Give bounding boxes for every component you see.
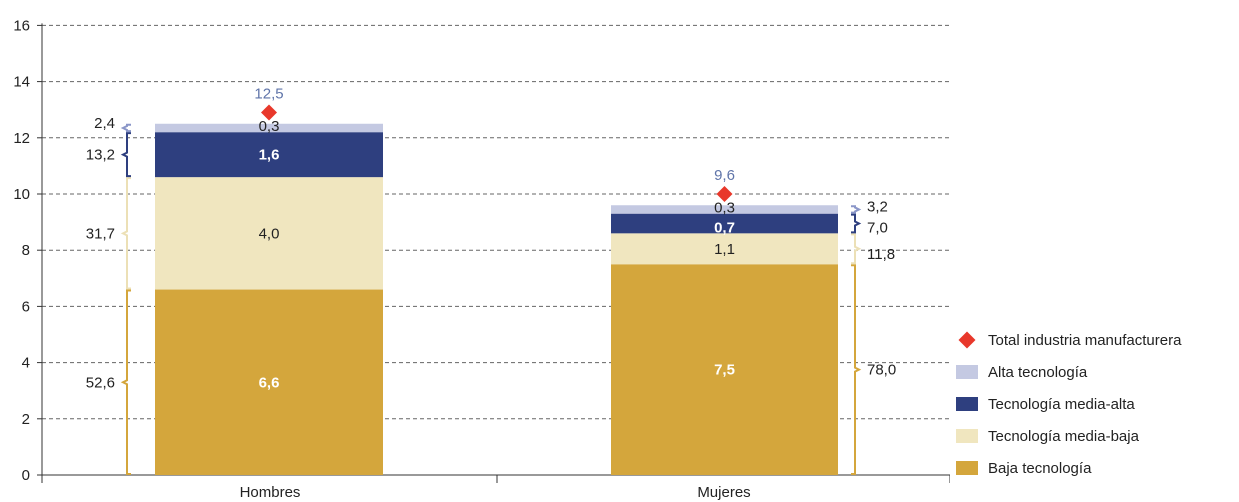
y-tick-label: 8 <box>22 242 30 259</box>
share-bracket-media_baja <box>851 233 862 265</box>
bar-segment-baja <box>155 289 383 475</box>
total-marker <box>261 104 277 121</box>
share-label-alta: 3,2 <box>867 198 888 215</box>
legend-swatch-alta <box>956 365 978 379</box>
share-brackets <box>120 123 862 475</box>
share-label-media_alta: 7,0 <box>867 220 888 237</box>
bars <box>155 123 838 475</box>
share-label-baja: 78,0 <box>867 362 896 379</box>
data-label-baja: 7,5 <box>714 362 735 379</box>
legend-label-media-baja: Tecnología media-baja <box>988 427 1139 445</box>
share-bracket-media_alta <box>851 213 862 234</box>
share-label-baja: 52,6 <box>86 374 115 391</box>
share-bracket-media_alta <box>120 132 131 178</box>
stacked-bar-chart: 0 2 4 6 8 10 12 14 16 Hombres Mujeres 6,6 4,0 1,6 0,3… <box>13 17 950 501</box>
data-labels: 6,6 4,0 1,6 0,3 7,5 1,1 0,7 0,3 12,5 9,6 52,6 31,7 1… <box>86 86 896 392</box>
bar-segment-alta <box>155 123 383 133</box>
data-label-media_baja: 4,0 <box>259 225 280 242</box>
y-tick-label: 2 <box>22 411 30 428</box>
bar-segment-baja <box>611 264 838 475</box>
bar-segment-alta <box>611 205 838 214</box>
share-bracket-alta <box>851 205 862 214</box>
total-label: 12,5 <box>254 86 283 103</box>
y-tick-label: 0 <box>22 467 30 484</box>
legend-label-total: Total industria manufacturera <box>988 331 1182 349</box>
legend-label-alta: Alta tecnología <box>988 363 1088 381</box>
legend-label-media-alta: Tecnología media-alta <box>988 395 1135 413</box>
legend-item-media-alta: Tecnología media-alta <box>956 394 1135 414</box>
bar-segment-media_alta <box>611 213 838 234</box>
x-tick-label: Mujeres <box>697 484 750 501</box>
legend-swatch-media-baja <box>956 429 978 443</box>
data-label-alta: 0,3 <box>714 200 735 217</box>
legend-item-total: Total industria manufacturera <box>956 330 1181 350</box>
data-label-alta: 0,3 <box>259 118 280 135</box>
y-tick-label: 10 <box>13 186 30 203</box>
share-label-alta: 2,4 <box>94 115 115 132</box>
share-label-media_baja: 31,7 <box>86 225 115 242</box>
diamond-icon <box>958 331 976 349</box>
legend-item-alta: Alta tecnología <box>956 362 1087 382</box>
y-tick-label: 16 <box>13 17 30 34</box>
data-label-media_alta: 1,6 <box>259 147 280 164</box>
bar-segment-media_baja <box>155 177 383 290</box>
y-tick-label: 6 <box>22 298 30 315</box>
y-tick-label: 14 <box>13 74 30 91</box>
total-label: 9,6 <box>714 167 735 184</box>
data-label-baja: 6,6 <box>259 374 280 391</box>
legend-item-media-baja: Tecnología media-baja <box>956 426 1139 446</box>
data-label-media_alta: 0,7 <box>714 219 735 236</box>
y-tick-label: 4 <box>22 355 30 372</box>
total-marker <box>716 186 733 202</box>
share-label-media_alta: 13,2 <box>86 147 115 164</box>
bar-segment-media_baja <box>611 233 838 265</box>
data-label-media_baja: 1,1 <box>714 241 735 258</box>
share-bracket-baja <box>120 289 131 475</box>
y-tick-label: 12 <box>13 130 30 147</box>
share-bracket-media_baja <box>120 177 131 290</box>
bar-segment-media_alta <box>155 132 383 178</box>
share-bracket-alta <box>120 123 131 133</box>
legend-swatch-baja <box>956 461 978 475</box>
share-label-media_baja: 11,8 <box>867 246 895 263</box>
legend-swatch-media-alta <box>956 397 978 411</box>
legend-item-baja: Baja tecnología <box>956 458 1091 478</box>
share-bracket-baja <box>851 264 862 475</box>
x-tick-label: Hombres <box>240 484 301 501</box>
legend-label-baja: Baja tecnología <box>988 459 1092 477</box>
